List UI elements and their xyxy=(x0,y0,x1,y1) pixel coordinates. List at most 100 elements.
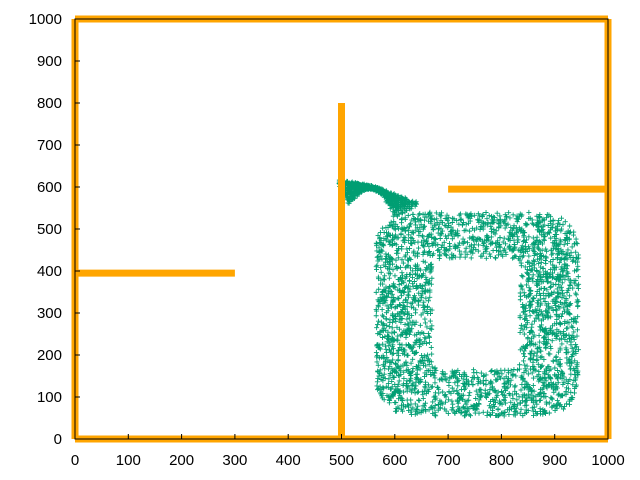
trajectory-point xyxy=(410,356,416,362)
trajectory-point xyxy=(476,397,482,403)
trajectory-point xyxy=(543,410,549,416)
trajectory-point xyxy=(374,354,380,360)
trajectory-point xyxy=(379,387,385,393)
trajectory-point xyxy=(427,318,433,324)
trajectory-point xyxy=(507,238,513,244)
trajectory-point xyxy=(537,238,543,244)
trajectory-point xyxy=(489,367,495,373)
trajectory-point xyxy=(564,310,570,316)
trajectory-point xyxy=(400,381,406,387)
trajectory-point xyxy=(386,336,392,342)
trajectory-point xyxy=(546,272,552,278)
trajectory-point xyxy=(402,352,408,358)
trajectory-point xyxy=(388,304,394,310)
trajectory-point xyxy=(446,397,452,403)
trajectory-point xyxy=(546,410,552,416)
trajectory-point xyxy=(564,385,570,391)
trajectory-point xyxy=(426,212,432,218)
trajectory-point xyxy=(386,270,392,276)
trajectory-point xyxy=(502,388,508,394)
trajectory-point xyxy=(561,265,567,271)
trajectory-point xyxy=(351,195,357,201)
trajectory-point xyxy=(452,244,458,250)
trajectory-point xyxy=(515,227,521,233)
trajectory-point xyxy=(409,300,415,306)
trajectory-point xyxy=(547,343,553,349)
trajectory-point xyxy=(540,265,546,271)
trajectory-point xyxy=(497,213,503,219)
trajectory-point xyxy=(564,360,570,366)
trajectory-point xyxy=(551,289,557,295)
trajectory-point xyxy=(380,322,386,328)
trajectory-point xyxy=(550,308,556,314)
trajectory-point xyxy=(413,371,419,377)
trajectory-point xyxy=(575,304,581,310)
trajectory-point xyxy=(420,392,426,398)
trajectory-point xyxy=(420,302,426,308)
trajectory-point xyxy=(574,363,580,369)
trajectory-point xyxy=(401,289,407,295)
trajectory-point xyxy=(552,300,558,306)
trajectory-point xyxy=(427,307,433,313)
trajectory-point xyxy=(387,347,393,353)
trajectory-point xyxy=(534,358,540,364)
trajectory-point xyxy=(407,245,413,251)
trajectory-point xyxy=(455,232,461,238)
trajectory-point xyxy=(456,248,462,254)
trajectory-point xyxy=(384,230,390,236)
trajectory-point xyxy=(465,240,471,246)
trajectory-point xyxy=(478,370,484,376)
trajectory-point xyxy=(555,380,561,386)
trajectory-point xyxy=(428,404,434,410)
trajectory-point xyxy=(494,413,500,419)
trajectory-point xyxy=(534,308,540,314)
trajectory-point xyxy=(477,386,483,392)
trajectory-point xyxy=(434,220,440,226)
trajectory-point xyxy=(445,233,451,239)
trajectory-point xyxy=(522,311,528,317)
trajectory-point xyxy=(389,325,395,331)
trajectory-point xyxy=(401,290,407,296)
trajectory-point xyxy=(528,288,534,294)
trajectory-point xyxy=(407,386,413,392)
trajectory-point xyxy=(461,413,467,419)
trajectory-point xyxy=(561,329,567,335)
trajectory-point xyxy=(378,281,384,287)
trajectory-point xyxy=(390,241,396,247)
trajectory-point xyxy=(420,252,426,258)
trajectory-point xyxy=(415,297,421,303)
trajectory-point xyxy=(526,253,532,259)
trajectory-point xyxy=(511,231,517,237)
trajectory-point xyxy=(513,373,519,379)
trajectory-point xyxy=(442,247,448,253)
trajectory-point xyxy=(505,407,511,413)
trajectory-point xyxy=(412,332,418,338)
trajectory-point xyxy=(531,404,537,410)
trajectory-point xyxy=(418,267,424,273)
trajectory-point xyxy=(542,299,548,305)
trajectory-point xyxy=(416,344,422,350)
trajectory-point xyxy=(535,345,541,351)
trajectory-point xyxy=(542,374,548,380)
trajectory-point xyxy=(414,410,420,416)
trajectory-point xyxy=(527,385,533,391)
trajectory-point xyxy=(543,254,549,260)
trajectory-point xyxy=(550,240,556,246)
trajectory-point xyxy=(410,268,416,274)
trajectory-point xyxy=(507,229,513,235)
trajectory-point xyxy=(425,382,431,388)
trajectory-point xyxy=(566,286,572,292)
trajectory-point xyxy=(464,251,470,257)
trajectory-point xyxy=(412,322,418,328)
trajectory-point xyxy=(524,410,530,416)
trajectory-point xyxy=(557,322,563,328)
trajectory-point xyxy=(526,234,532,240)
trajectory-point xyxy=(561,242,567,248)
y-tick-label: 600 xyxy=(37,179,62,196)
trajectory-point xyxy=(534,292,540,298)
trajectory-point xyxy=(386,266,392,272)
trajectory-point xyxy=(418,222,424,228)
trajectory-point xyxy=(487,253,493,259)
trajectory-point xyxy=(461,380,467,386)
trajectory-point xyxy=(575,314,581,320)
